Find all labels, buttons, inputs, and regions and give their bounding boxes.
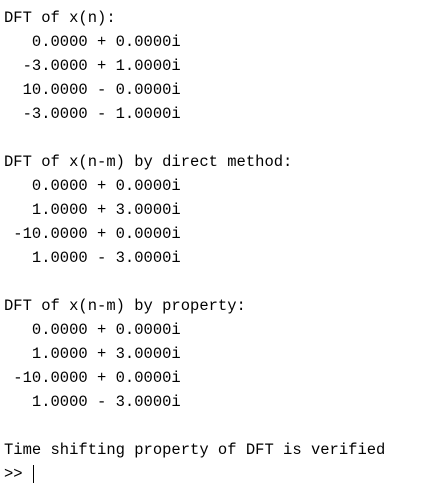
- blank-line: [4, 126, 422, 150]
- verification-message: Time shifting property of DFT is verifie…: [4, 441, 386, 459]
- dft-direct-section: DFT of x(n-m) by direct method: 0.0000 +…: [4, 150, 422, 270]
- result-value: 1.0000 + 3.0000i: [4, 201, 181, 219]
- blank-line: [4, 414, 422, 438]
- section-title: DFT of x(n-m) by direct method:: [4, 153, 293, 171]
- result-value: 0.0000 + 0.0000i: [4, 177, 181, 195]
- result-value: 1.0000 - 3.0000i: [4, 393, 181, 411]
- result-value: 1.0000 + 3.0000i: [4, 345, 181, 363]
- dft-xn-section: DFT of x(n): 0.0000 + 0.0000i -3.0000 + …: [4, 6, 422, 126]
- dft-property-section: DFT of x(n-m) by property: 0.0000 + 0.00…: [4, 294, 422, 414]
- section-title: DFT of x(n):: [4, 9, 116, 27]
- section-title: DFT of x(n-m) by property:: [4, 297, 246, 315]
- result-value: 0.0000 + 0.0000i: [4, 321, 181, 339]
- result-value: 10.0000 - 0.0000i: [4, 81, 181, 99]
- result-value: 0.0000 + 0.0000i: [4, 33, 181, 51]
- blank-line: [4, 270, 422, 294]
- result-value: -10.0000 + 0.0000i: [4, 369, 181, 387]
- result-value: -3.0000 + 1.0000i: [4, 57, 181, 75]
- text-cursor: [32, 465, 34, 483]
- result-value: -3.0000 - 1.0000i: [4, 105, 181, 123]
- result-value: -10.0000 + 0.0000i: [4, 225, 181, 243]
- prompt-symbol: >>: [4, 465, 23, 483]
- result-value: 1.0000 - 3.0000i: [4, 249, 181, 267]
- command-prompt[interactable]: >>: [4, 462, 422, 486]
